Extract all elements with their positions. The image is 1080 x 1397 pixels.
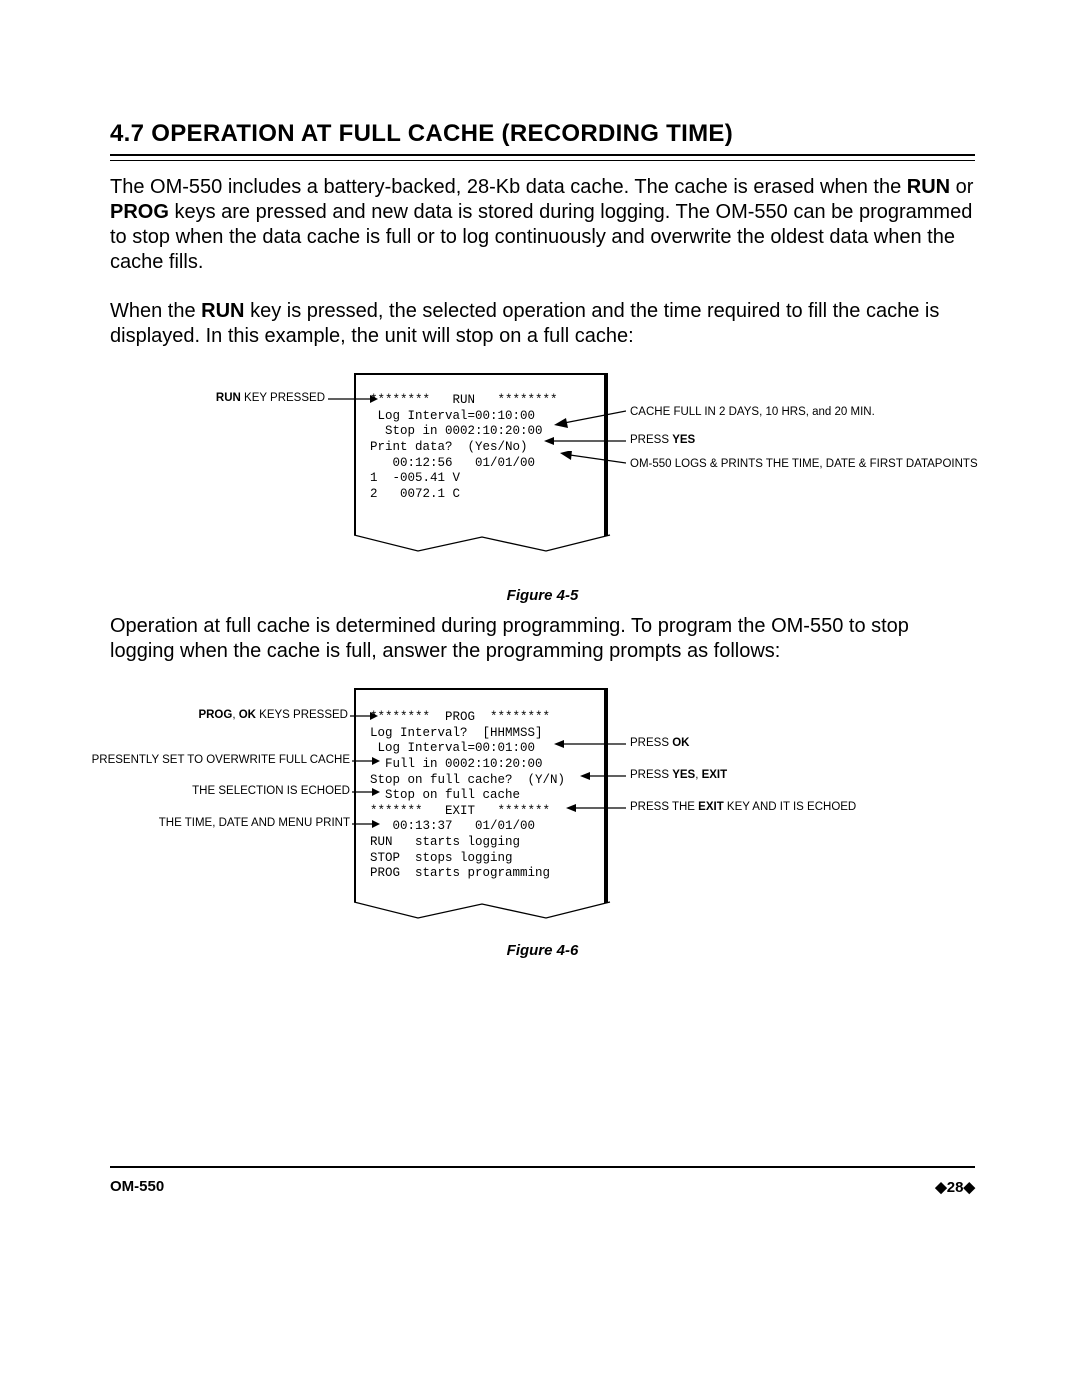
fig1-ll-bold: RUN [216,392,241,404]
fig2-r3-b: EXIT [698,801,724,813]
figure-4-5: ******** RUN ******** Log Interval=00:10… [110,373,975,583]
footer: OM-550 ◆28◆ [110,1178,975,1196]
arrow-r2b [580,770,626,782]
arrow-right-1c [560,451,626,467]
p1-prog: PROG [110,201,169,223]
paragraph-2: When the RUN key is pressed, the selecte… [110,299,975,349]
diamond-icon: ◆ [963,1179,975,1196]
arrow-left-1 [328,393,378,405]
diamond-icon: ◆ [935,1179,947,1196]
section-title: 4.7 OPERATION AT FULL CACHE (RECORDING T… [110,120,975,148]
page-number: 28 [947,1179,964,1196]
fig1-left-label: RUN KEY PRESSED [110,391,325,406]
fig2-l1-b1: PROG [198,709,232,721]
fig2-r1: PRESS OK [630,736,990,751]
arrow-l2c [352,786,380,798]
arrow-right-1b [544,435,626,447]
figure-4-6-caption: Figure 4-6 [110,942,975,959]
arrow-l2b [352,755,380,767]
p1-a: The OM-550 includes a battery-backed, 28… [110,176,907,198]
fig2-r2-b2: EXIT [702,769,728,781]
fig2-r3-post: KEY AND IT IS ECHOED [724,801,857,813]
fig2-l1-b2: OK [239,709,256,721]
arrow-l2a [350,710,378,722]
fig2-r2-b1: YES [672,769,695,781]
fig1-r3: OM-550 LOGS & PRINTS THE TIME, DATE & FI… [630,457,990,472]
fig2-r1-b: OK [672,737,689,749]
arrow-r2a [554,738,626,750]
fig1-r2: PRESS YES [630,433,990,448]
tear-edge-2 [354,898,612,934]
fig1-r2-pre: PRESS [630,434,672,446]
tear-edge-1 [354,531,612,567]
fig1-r2-bold: YES [672,434,695,446]
fig2-r2: PRESS YES, EXIT [630,768,990,783]
arrow-l2d [352,818,380,830]
figure-4-5-caption: Figure 4-5 [110,587,975,604]
fig2-l2: PRESENTLY SET TO OVERWRITE FULL CACHE [80,753,350,768]
fig2-l1-p: KEYS PRESSED [256,709,348,721]
fig2-r2-pre: PRESS [630,769,672,781]
p1-e: keys are pressed and new data is stored … [110,201,972,273]
p2-a: When the [110,300,201,322]
figure-4-6: ******** PROG ******** Log Interval? [HH… [110,688,975,938]
footer-page: ◆28◆ [935,1178,975,1196]
p1-run: RUN [907,176,950,198]
heading-rule-bottom [110,160,975,161]
arrow-right-1a [554,409,626,429]
fig2-l3: THE SELECTION IS ECHOED [110,784,350,799]
footer-model: OM-550 [110,1178,164,1196]
display-text-2: ******** PROG ******** Log Interval? [HH… [370,710,602,882]
paragraph-3: Operation at full cache is determined du… [110,614,975,664]
fig2-r1-pre: PRESS [630,737,672,749]
p2-run: RUN [201,300,244,322]
fig1-ll-post: KEY PRESSED [241,392,325,404]
p1-c: or [950,176,973,198]
fig2-l1: PROG, OK KEYS PRESSED [110,708,348,723]
arrow-r2c [566,802,626,814]
fig1-r1: CACHE FULL IN 2 DAYS, 10 HRS, and 20 MIN… [630,405,990,420]
paragraph-1: The OM-550 includes a battery-backed, 28… [110,175,975,275]
fig2-r3: PRESS THE EXIT KEY AND IT IS ECHOED [630,800,990,815]
footer-rule [110,1166,975,1168]
fig2-r3-pre: PRESS THE [630,801,698,813]
fig2-l4: THE TIME, DATE AND MENU PRINT [110,816,350,831]
